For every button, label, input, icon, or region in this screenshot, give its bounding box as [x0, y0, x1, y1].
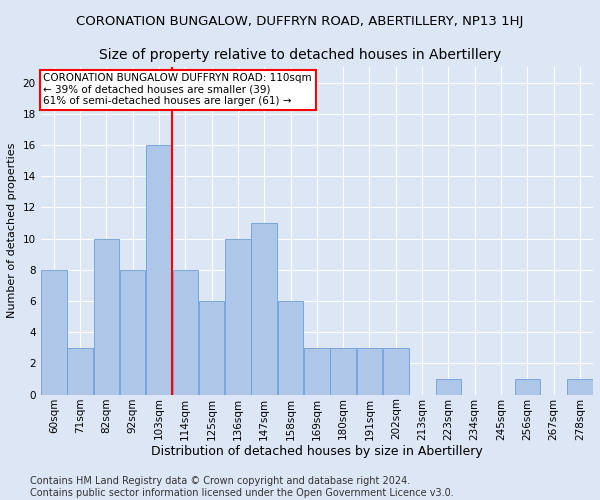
Bar — [278, 301, 303, 394]
Bar — [120, 270, 145, 394]
Bar — [515, 379, 540, 394]
Bar — [567, 379, 593, 394]
Bar — [67, 348, 93, 395]
Bar — [251, 223, 277, 394]
Text: Size of property relative to detached houses in Abertillery: Size of property relative to detached ho… — [99, 48, 501, 62]
Bar — [331, 348, 356, 395]
Bar — [41, 270, 67, 394]
X-axis label: Distribution of detached houses by size in Abertillery: Distribution of detached houses by size … — [151, 445, 483, 458]
Text: Contains HM Land Registry data © Crown copyright and database right 2024.
Contai: Contains HM Land Registry data © Crown c… — [30, 476, 454, 498]
Bar — [436, 379, 461, 394]
Bar — [225, 238, 251, 394]
Bar — [356, 348, 382, 395]
Bar — [146, 145, 172, 394]
Y-axis label: Number of detached properties: Number of detached properties — [7, 143, 17, 318]
Bar — [199, 301, 224, 394]
Text: CORONATION BUNGALOW, DUFFRYN ROAD, ABERTILLERY, NP13 1HJ: CORONATION BUNGALOW, DUFFRYN ROAD, ABERT… — [76, 15, 524, 28]
Bar — [304, 348, 329, 395]
Bar — [94, 238, 119, 394]
Text: CORONATION BUNGALOW DUFFRYN ROAD: 110sqm
← 39% of detached houses are smaller (3: CORONATION BUNGALOW DUFFRYN ROAD: 110sqm… — [43, 73, 312, 106]
Bar — [383, 348, 409, 395]
Bar — [173, 270, 198, 394]
